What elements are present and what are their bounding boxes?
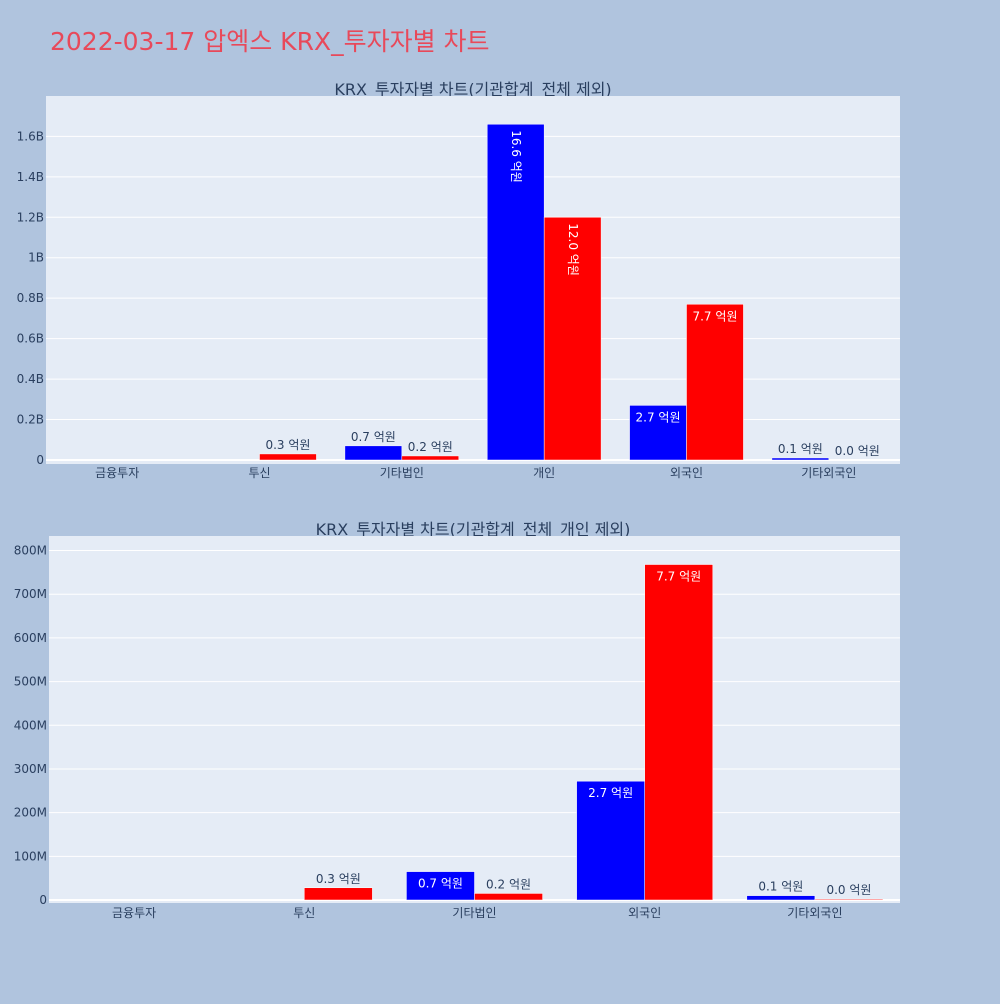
data-label: 2.7 억원 bbox=[588, 786, 633, 800]
y-tick-label: 1.4B bbox=[17, 170, 44, 184]
bar bbox=[771, 457, 830, 461]
bar bbox=[401, 455, 460, 461]
data-label: 2.7 억원 bbox=[636, 410, 681, 424]
bar bbox=[304, 887, 373, 901]
x-tick-label: 외국인 bbox=[628, 906, 661, 920]
chart-1-title: KRX_투자자별 차트(기관합계_전체 제외) bbox=[334, 80, 611, 100]
data-label: 7.7 억원 bbox=[656, 570, 701, 584]
bar bbox=[814, 898, 884, 901]
y-tick-label: 800M bbox=[14, 544, 47, 558]
data-label: 0.3 억원 bbox=[265, 438, 310, 452]
chart-2: 0 100M 200M 300M 400M 500M 600M 700M 800M 금융투자 투신 0… bbox=[14, 536, 900, 920]
bar bbox=[644, 564, 714, 901]
y-tick-label: 100M bbox=[14, 849, 47, 863]
data-label: 7.7 억원 bbox=[692, 309, 737, 323]
x-tick-label: 외국인 bbox=[670, 466, 703, 480]
x-tick-label: 투신 bbox=[293, 906, 315, 920]
x-tick-label: 개인 bbox=[533, 466, 555, 480]
y-tick-label: 1.2B bbox=[17, 210, 44, 224]
data-label: 0.3 억원 bbox=[316, 872, 361, 886]
data-label: 0.1 억원 bbox=[778, 442, 823, 456]
plot-area bbox=[46, 96, 900, 464]
y-tick-label: 0.6B bbox=[17, 332, 44, 346]
y-tick-label: 300M bbox=[14, 762, 47, 776]
data-label: 0.2 억원 bbox=[486, 877, 531, 891]
plot-area bbox=[49, 536, 900, 903]
y-tick-label: 1B bbox=[28, 251, 44, 265]
x-tick-label: 기타외국인 bbox=[801, 466, 856, 480]
page-title: 2022-03-17 압엑스 KRX_투자자별 차트 bbox=[50, 27, 490, 56]
y-tick-label: 400M bbox=[14, 718, 47, 732]
data-label: 0.1 억원 bbox=[758, 880, 803, 894]
y-tick-label: 500M bbox=[14, 675, 47, 689]
bar bbox=[486, 123, 545, 461]
x-tick-label: 금융투자 bbox=[112, 906, 156, 920]
y-tick-label: 200M bbox=[14, 806, 47, 820]
data-label: 0.0 억원 bbox=[826, 883, 871, 897]
y-tick-label: 600M bbox=[14, 631, 47, 645]
chart-1: 0 0.2B 0.4B 0.6B 0.8B 1B 1.2B 1.4B 1.6B 금융투자 투신 0.3… bbox=[17, 96, 900, 480]
data-label: 0.0 억원 bbox=[835, 444, 880, 458]
y-tick-label: 0.8B bbox=[17, 291, 44, 305]
chart-2-title: KRX_투자자별 차트(기관합계_전체_개인 제외) bbox=[316, 520, 631, 540]
bar bbox=[543, 217, 602, 461]
data-label: 12.0 억원 bbox=[566, 223, 580, 276]
bar bbox=[344, 445, 403, 461]
y-tick-label: 700M bbox=[14, 587, 47, 601]
data-label: 0.7 억원 bbox=[351, 430, 396, 444]
bar bbox=[746, 895, 816, 901]
data-label: 16.6 억원 bbox=[509, 130, 523, 183]
data-label: 0.2 억원 bbox=[408, 440, 453, 454]
bar bbox=[474, 893, 543, 901]
x-tick-label: 기타법인 bbox=[452, 906, 496, 920]
bar bbox=[259, 453, 317, 461]
bar bbox=[406, 871, 475, 901]
y-tick-label: 0.2B bbox=[17, 413, 44, 427]
x-tick-label: 기타외국인 bbox=[787, 906, 842, 920]
data-label: 0.7 억원 bbox=[418, 877, 463, 891]
x-tick-label: 투신 bbox=[248, 466, 270, 480]
bar bbox=[576, 780, 645, 901]
y-tick-label: 0 bbox=[36, 453, 44, 467]
y-tick-label: 0.4B bbox=[17, 372, 44, 386]
x-tick-label: 기타법인 bbox=[380, 466, 424, 480]
y-tick-label: 0 bbox=[39, 893, 47, 907]
y-tick-label: 1.6B bbox=[17, 129, 44, 143]
x-tick-label: 금융투자 bbox=[95, 466, 139, 480]
bar bbox=[686, 304, 744, 461]
